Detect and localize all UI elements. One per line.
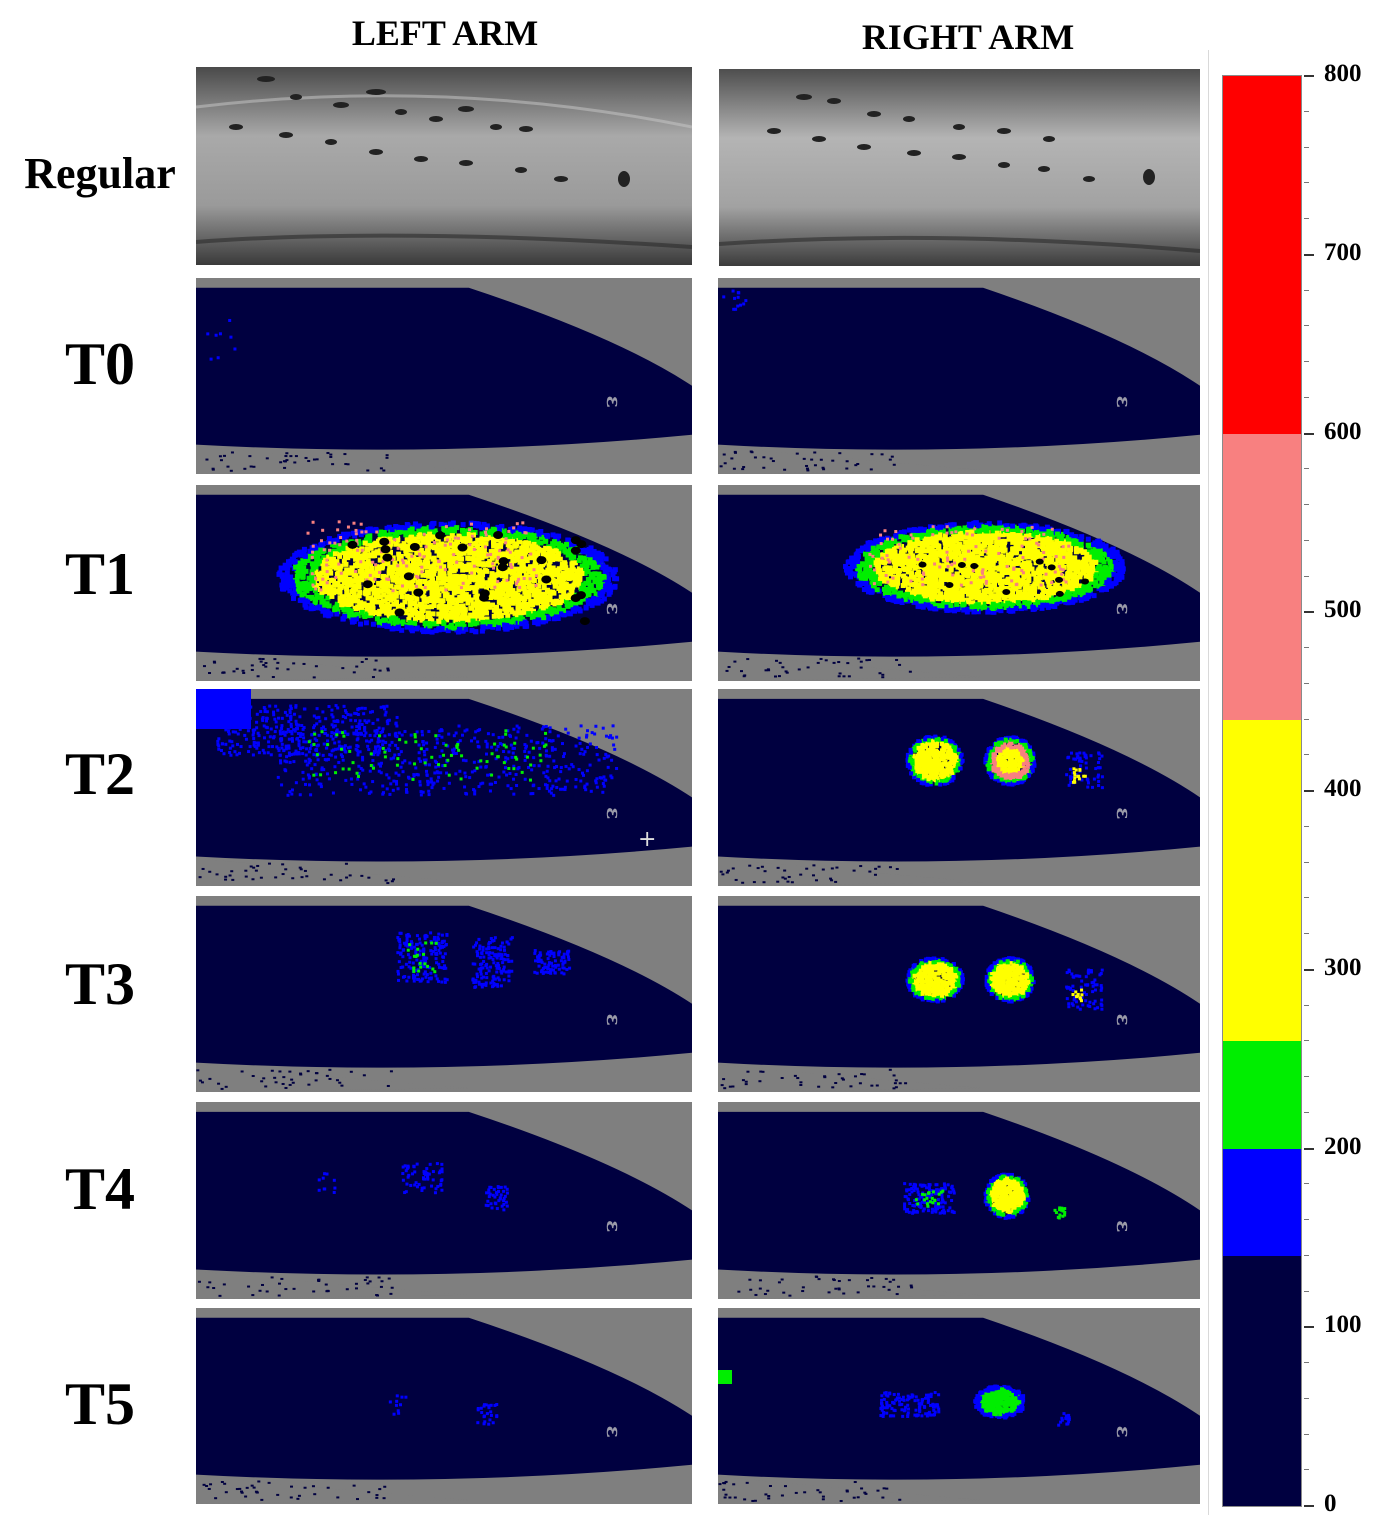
t5-right-map: ɛ (718, 1308, 1200, 1504)
colorbar-minor-tick (1304, 1397, 1309, 1399)
t4-right-map: ɛ (718, 1102, 1200, 1299)
row-label-t2: T2 (64, 741, 136, 807)
row-label-t5: T5 (64, 1371, 136, 1437)
svg-text:ɛ: ɛ (1112, 603, 1136, 615)
colorbar-minor-tick (1304, 1219, 1309, 1220)
colorbar-band-4 (1223, 1148, 1301, 1256)
colorbar-minor-tick (1304, 1254, 1309, 1256)
crosshair-marker: + (638, 827, 657, 852)
colorbar-tick (1304, 75, 1314, 77)
colorbar-minor-tick (1304, 754, 1309, 756)
colorbar-minor-tick (1304, 325, 1309, 327)
colorbar-tick (1304, 968, 1314, 971)
colorbar-band-5 (1223, 1255, 1301, 1506)
row-label-t0: T0 (64, 331, 136, 397)
colorbar-tick-label: 800 (1324, 60, 1362, 87)
regular-right-photo (719, 69, 1200, 266)
colorbar-minor-tick (1304, 575, 1309, 577)
t1-right-map: ɛ (718, 485, 1200, 681)
regular-left-photo (196, 67, 692, 265)
colorbar-minor-tick (1304, 468, 1309, 470)
row-label-t1: T1 (64, 541, 136, 607)
colorbar-minor-tick (1304, 1290, 1309, 1292)
colorbar-minor-tick (1304, 1183, 1309, 1185)
right-arm-heading: RIGHT ARM (861, 17, 1075, 57)
t2-left-map: ɛ + (196, 689, 692, 886)
colorbar-frame (1208, 50, 1384, 1515)
svg-text:ɛ: ɛ (1112, 396, 1136, 408)
colorbar-minor-tick (1304, 539, 1309, 541)
row-label-t3: T3 (64, 951, 136, 1017)
colorbar-minor-tick (1304, 504, 1309, 505)
colorbar-tick-label: 500 (1324, 596, 1362, 624)
colorbar-tick-label: 400 (1324, 775, 1362, 802)
colorbar-tick-label: 700 (1324, 238, 1362, 266)
colorbar-minor-tick (1304, 933, 1309, 934)
colorbar-minor-tick (1304, 1362, 1309, 1363)
colorbar-minor-tick (1304, 361, 1309, 362)
colorbar-minor-tick (1304, 718, 1309, 720)
t1-left-map: ɛ (196, 485, 692, 681)
colorbar-minor-tick (1304, 1469, 1309, 1471)
colorbar-tick (1304, 790, 1314, 792)
colorbar-tick-label: 200 (1324, 1132, 1362, 1160)
colorbar-minor-tick (1304, 1004, 1309, 1006)
colorbar-minor-tick (1304, 1076, 1309, 1077)
t0-left-map: ɛ (196, 278, 692, 474)
svg-text:ɛ: ɛ (602, 396, 626, 408)
colorbar-tick (1304, 432, 1314, 435)
t3-left-map: ɛ (196, 896, 692, 1092)
colorbar-band-3 (1223, 1041, 1301, 1149)
colorbar-minor-tick (1304, 682, 1309, 684)
colorbar-tick-label: 0 (1324, 1490, 1337, 1517)
colorbar-minor-tick (1304, 289, 1309, 291)
colorbar-minor-tick (1304, 1433, 1309, 1435)
colorbar-tick-label: 100 (1324, 1311, 1362, 1339)
colorbar-tick (1304, 1326, 1314, 1329)
row-label-t4: T4 (64, 1156, 136, 1222)
colorbar-band-1 (1223, 433, 1301, 720)
colorbar-minor-tick (1304, 647, 1309, 648)
colorbar-tick (1304, 611, 1314, 614)
colorbar-band-2 (1223, 719, 1301, 1042)
t4-left-map: ɛ (196, 1102, 692, 1299)
colorbar-minor-tick (1304, 1111, 1309, 1113)
colorbar-tick (1304, 1505, 1314, 1507)
t0-right-map: ɛ (718, 278, 1200, 474)
row-label-regular: Regular (24, 149, 176, 198)
colorbar-minor-tick (1304, 396, 1309, 398)
svg-text:ɛ: ɛ (602, 603, 626, 615)
left-arm-heading: LEFT ARM (351, 13, 539, 53)
colorbar-tick (1304, 253, 1314, 256)
colorbar-minor-tick (1304, 897, 1309, 899)
t3-right-map: ɛ (718, 896, 1200, 1092)
colorbar-minor-tick (1304, 182, 1309, 184)
colorbar-minor-tick (1304, 110, 1309, 112)
colorbar-minor-tick (1304, 218, 1309, 219)
colorbar-minor-tick (1304, 825, 1309, 827)
colorbar-band-0 (1223, 76, 1301, 434)
t5-left-map: ɛ (196, 1308, 692, 1504)
t2-right-map: ɛ (718, 689, 1200, 886)
colorbar (1222, 75, 1302, 1507)
colorbar-tick-label: 300 (1324, 953, 1362, 981)
colorbar-tick (1304, 1147, 1314, 1150)
colorbar-minor-tick (1304, 1040, 1309, 1042)
colorbar-tick-label: 600 (1324, 417, 1362, 445)
colorbar-minor-tick (1304, 861, 1309, 863)
colorbar-minor-tick (1304, 146, 1309, 148)
